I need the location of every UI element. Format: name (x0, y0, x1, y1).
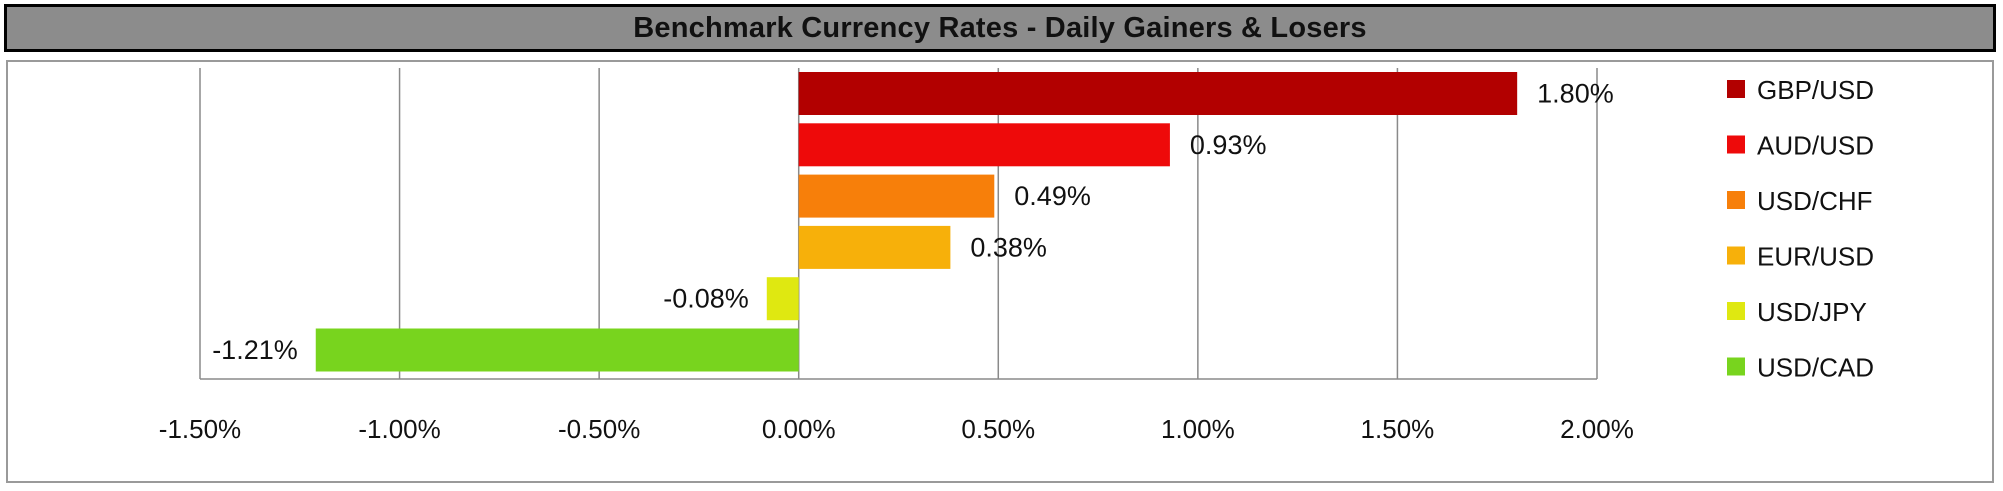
legend-swatch (1727, 246, 1745, 265)
data-label: -1.21% (212, 335, 298, 365)
chart-title: Benchmark Currency Rates - Daily Gainers… (633, 11, 1367, 44)
legend-swatch (1727, 357, 1745, 376)
legend-label: AUD/USD (1757, 131, 1874, 161)
bar-usd-jpy (766, 277, 799, 321)
x-tick-label: -0.50% (558, 414, 640, 444)
legend-swatch (1727, 191, 1745, 209)
data-label: -0.08% (663, 284, 749, 314)
legend-swatch (1727, 302, 1745, 320)
bar-eur-usd (798, 225, 951, 269)
x-tick-label: 1.00% (1161, 414, 1235, 444)
legend-label: EUR/USD (1757, 242, 1874, 272)
legend-label: USD/CAD (1757, 353, 1874, 383)
x-tick-label: -1.00% (358, 414, 440, 444)
x-tick-label: 2.00% (1560, 414, 1634, 444)
bar-gbp-usd (798, 72, 1518, 115)
chart-title-bar: Benchmark Currency Rates - Daily Gainers… (4, 4, 1996, 52)
bar-aud-usd (798, 123, 1170, 167)
data-label: 1.80% (1537, 79, 1614, 109)
legend-label: GBP/USD (1757, 75, 1874, 105)
x-tick-label: 1.50% (1361, 414, 1435, 444)
bar-usd-cad (315, 328, 799, 372)
x-tick-label: 0.50% (961, 414, 1035, 444)
legend-label: USD/JPY (1757, 297, 1867, 327)
bar-usd-chf (798, 174, 995, 218)
data-label: 0.93% (1190, 130, 1267, 160)
legend-swatch (1727, 80, 1745, 98)
data-label: 0.49% (1014, 181, 1091, 211)
legend-swatch (1727, 135, 1745, 154)
data-label: 0.38% (970, 232, 1047, 262)
x-tick-label: 0.00% (762, 414, 836, 444)
x-tick-label: -1.50% (159, 414, 241, 444)
legend-label: USD/CHF (1757, 186, 1873, 216)
